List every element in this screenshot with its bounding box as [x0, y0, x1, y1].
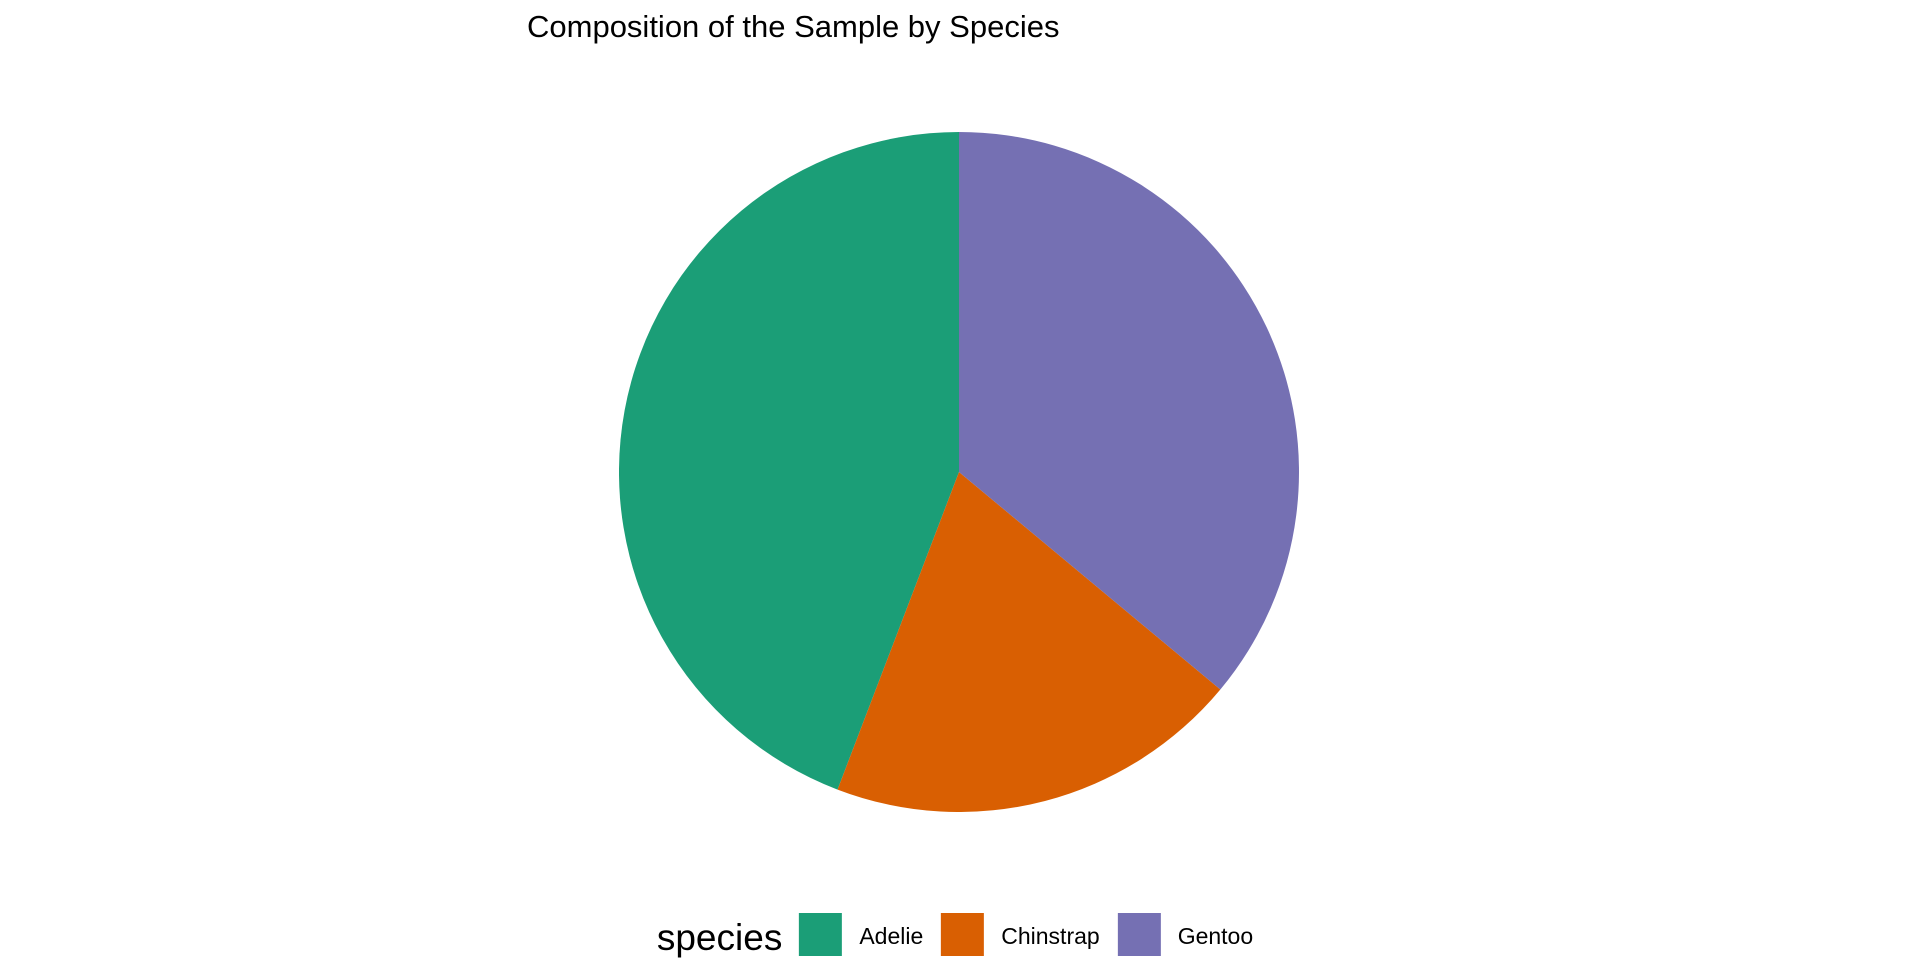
legend-label: Gentoo	[1177, 923, 1254, 949]
legend: species Adelie Chinstrap Gentoo	[656, 912, 1254, 958]
legend-title: species	[656, 916, 783, 958]
chart-title: Composition of the Sample by Species	[527, 9, 1060, 44]
pie-slice-gentoo	[959, 132, 1299, 690]
legend-item-chinstrap: Chinstrap	[941, 913, 1100, 956]
pie-slice-adelie	[619, 132, 959, 790]
legend-label: Adelie	[859, 923, 924, 949]
legend-label: Chinstrap	[1001, 923, 1100, 949]
legend-item-gentoo: Gentoo	[1117, 913, 1254, 956]
legend-swatch-gentoo	[1117, 913, 1161, 956]
legend-swatch-chinstrap	[941, 913, 985, 956]
pie-slice-chinstrap	[837, 472, 1221, 812]
legend-item-adelie: Adelie	[799, 913, 923, 956]
pie-chart	[619, 132, 1299, 812]
legend-swatch-adelie	[799, 913, 843, 956]
